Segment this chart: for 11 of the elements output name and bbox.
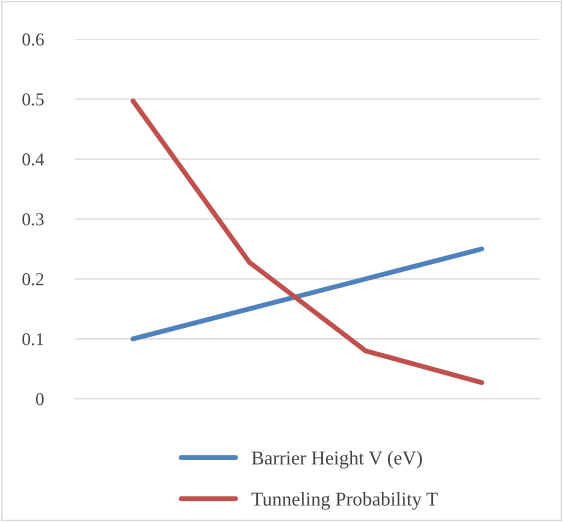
y-tick-label: 0.3 xyxy=(22,213,44,226)
y-tick-label: 0.4 xyxy=(22,153,44,166)
y-tick-label: 0.6 xyxy=(22,33,44,46)
legend-label: Barrier Height V (eV) xyxy=(252,450,422,469)
y-tick-label: 0.2 xyxy=(22,273,44,286)
line-series xyxy=(130,246,484,342)
legend-label: Tunneling Probability T xyxy=(252,492,438,510)
line-series xyxy=(130,98,484,386)
y-tick-label: 0.5 xyxy=(22,93,44,106)
y-tick-label: 0.1 xyxy=(22,333,44,346)
y-tick-label: 0 xyxy=(36,393,44,406)
